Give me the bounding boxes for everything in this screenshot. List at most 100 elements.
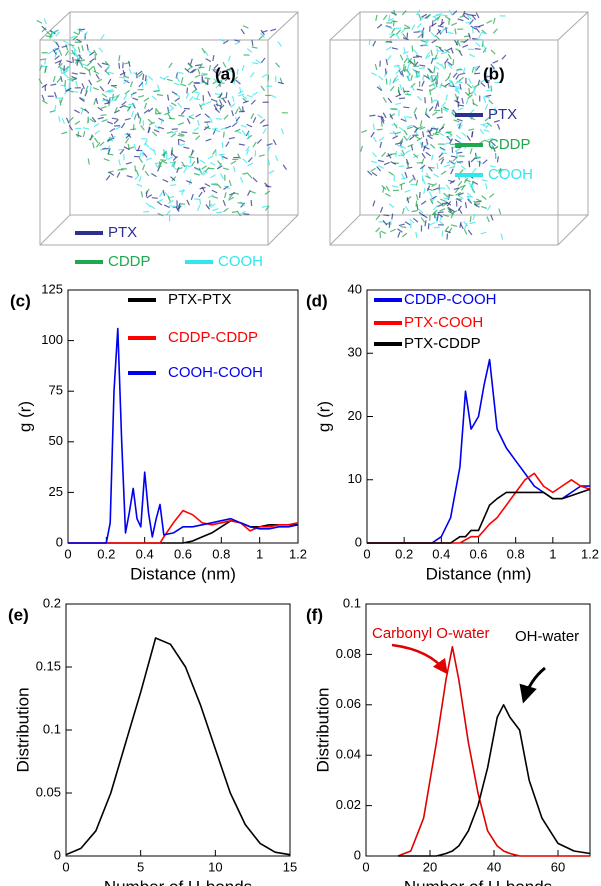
molecule-bond — [256, 60, 261, 64]
molecule-bond — [493, 18, 494, 24]
molecule-bond — [148, 119, 152, 123]
molecule-bond — [160, 160, 166, 161]
molecule-bond — [81, 109, 83, 115]
molecule-bond — [99, 48, 103, 53]
molecule-bond — [416, 201, 417, 207]
molecule-bond — [178, 135, 184, 136]
molecule-bond — [451, 169, 454, 174]
x-axis-title: Distance (nm) — [130, 564, 236, 583]
x-axis-title: Number of H-bonds — [404, 877, 552, 886]
molecule-bond — [199, 192, 202, 197]
molecule-bond — [435, 35, 439, 39]
molecule-bond — [478, 33, 481, 38]
y-axis-title: g (r) — [15, 401, 34, 432]
legend-label: COOH-COOH — [168, 364, 263, 381]
molecule-bond — [37, 20, 42, 23]
molecule-bond — [143, 74, 144, 80]
panel-label: (e) — [8, 605, 29, 624]
molecule-bond — [242, 65, 244, 71]
y-tick-label: 0.15 — [36, 658, 61, 673]
molecule-bond — [243, 26, 249, 28]
molecule-bond — [453, 11, 457, 15]
molecule-bond — [192, 133, 198, 134]
molecule-bond — [98, 117, 104, 118]
molecule-bond — [383, 113, 386, 118]
molecule-bond — [195, 114, 200, 117]
molecule-bond — [265, 186, 271, 187]
molecule-bond — [444, 193, 448, 197]
molecule-bond — [121, 123, 124, 128]
molecule-bond — [137, 184, 143, 186]
molecule-bond — [437, 201, 442, 205]
y-tick-label: 30 — [348, 345, 362, 360]
molecule-bond — [401, 29, 405, 33]
molecule-bond — [178, 123, 184, 125]
molecule-bond — [156, 108, 157, 114]
molecule-bond — [259, 155, 265, 157]
series-line — [367, 473, 590, 543]
plot-frame — [66, 604, 290, 856]
molecule-bond — [445, 226, 448, 231]
molecule-bond — [412, 25, 415, 30]
molecule-bond — [402, 71, 404, 77]
molecule-bond — [413, 57, 419, 58]
molecule-bond — [371, 168, 376, 171]
molecule-bond — [100, 142, 104, 146]
molecule-bond — [433, 134, 439, 135]
molecule-bond — [465, 202, 466, 208]
molecule-bond — [55, 105, 56, 111]
molecule-bond — [231, 103, 235, 107]
legend-label: PTX-PTX — [168, 291, 231, 308]
molecule-bond — [102, 94, 107, 98]
molecule-bond — [198, 68, 200, 74]
molecule-bond — [66, 44, 68, 50]
molecule-bond — [145, 103, 147, 109]
molecule-bond — [493, 29, 497, 33]
molecule-bond — [248, 132, 249, 138]
molecule-bond — [475, 49, 481, 50]
molecule-bond — [461, 166, 466, 170]
molecule-bond — [200, 187, 206, 188]
molecule-bond — [171, 150, 172, 156]
y-tick-label: 0.02 — [336, 797, 361, 812]
molecule-bond — [378, 160, 384, 161]
molecule-bond — [191, 59, 193, 65]
molecule-bond — [487, 20, 492, 23]
molecule-bond — [211, 183, 217, 184]
molecule-bond — [380, 142, 381, 148]
molecule-bond — [470, 222, 476, 223]
molecule-bond — [392, 136, 397, 139]
molecule-bond — [172, 131, 178, 133]
molecule-bond — [419, 14, 421, 20]
y-tick-label: 0.06 — [336, 696, 361, 711]
molecule-bond — [257, 139, 261, 143]
y-tick-label: 50 — [49, 433, 63, 448]
molecule-bond — [379, 137, 384, 141]
molecule-bond — [231, 161, 236, 164]
molecule-bond — [129, 69, 132, 74]
molecule-bond — [431, 129, 437, 130]
legend-label: CDDP-CDDP — [168, 329, 258, 346]
molecule-bond — [385, 68, 386, 74]
molecule-bond — [376, 215, 380, 219]
molecule-bond — [223, 208, 228, 212]
molecule-bond — [408, 144, 414, 146]
molecule-bond — [414, 50, 418, 55]
molecule-bond — [393, 20, 394, 26]
molecule-bond — [42, 101, 47, 104]
molecule-bond — [373, 152, 377, 157]
molecule-bond — [221, 97, 227, 98]
molecule-bond — [459, 77, 464, 81]
molecule-bond — [158, 199, 163, 201]
x-tick-label: 1.2 — [581, 546, 599, 561]
molecule-bond — [388, 98, 392, 103]
molecule-bond — [107, 122, 113, 124]
molecule-bond — [390, 86, 394, 91]
molecule-bond — [278, 82, 284, 83]
molecule-bond — [141, 191, 142, 197]
molecule-bond — [458, 108, 464, 110]
molecule-bond — [451, 225, 457, 226]
molecule-bond — [145, 171, 149, 176]
molecule-bond — [269, 171, 274, 174]
molecule-bond — [191, 161, 194, 166]
